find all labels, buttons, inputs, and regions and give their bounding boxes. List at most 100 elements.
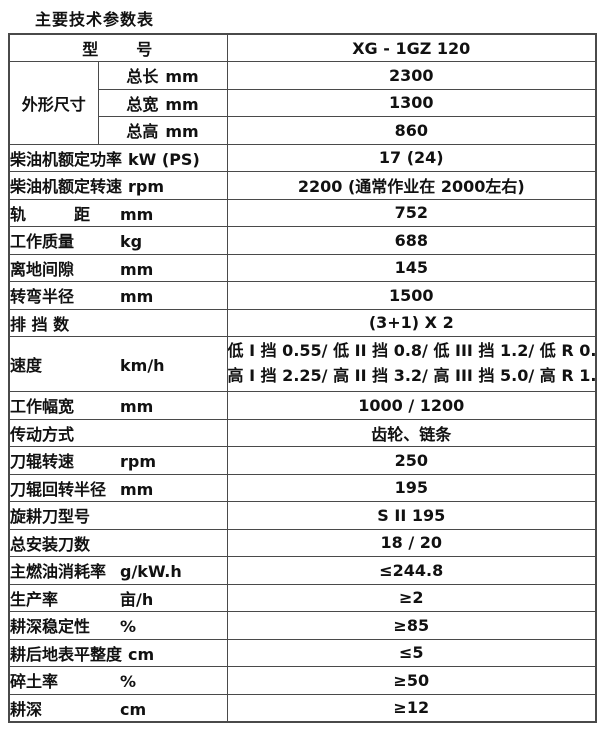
spec-unit: mm [120,204,154,224]
table-row: 耕深稳定性% ≥85 [8,611,597,640]
table-row-model: 型 号 XG - 1GZ 120 [8,33,597,62]
table-row: 离地间隙 mm 145 [8,253,597,282]
table-row: 柴油机额定功率 kW (PS) 17 (24) [8,143,597,172]
spec-label-cell: 柴油机额定功率 kW (PS) [8,143,228,172]
spec-value-cell: 688 [226,226,597,255]
dim-name: 总宽 [126,94,159,114]
spec-name: 传动方式 [10,424,75,444]
spec-value-cell: 齿轮、链条 [226,418,597,447]
dim-name: 总长 [126,67,159,87]
spec-unit: rpm [128,177,165,197]
spec-unit: km/h [120,356,165,375]
table-row: 转弯半径 mm 1500 [8,281,597,310]
spec-label-cell: 耕深稳定性% [8,611,228,640]
spec-unit: rpm [120,452,157,472]
table-row: 总安装刀数 18 / 20 [8,528,597,557]
spec-name: 柴油机额定功率 [10,149,123,169]
spec-label-cell: 生产率 亩/h [8,583,228,612]
table-row: 碎土率% ≥50 [8,666,597,695]
spec-unit: kg [120,232,143,252]
spec-name: 主燃油消耗率 [10,562,107,582]
model-value-cell: XG - 1GZ 120 [226,33,597,62]
table-row: 旋耕刀型号 S II 195 [8,501,597,530]
spec-table: 型 号 XG - 1GZ 120 外形尺寸 总长 mm 2300 总宽 mm 130… [8,33,598,723]
spec-name: 耕深稳定性 [10,617,91,637]
spec-unit: cm [128,644,155,664]
spec-name: 转弯半径 [10,287,75,307]
table-row: 排 挡 数 (3+1) X 2 [8,308,597,337]
dim-label-cell: 总高 mm [97,116,228,145]
spec-value-cell: 752 [226,198,597,227]
spec-value-cell: 1500 [226,281,597,310]
spec-label-cell: 耕后地表平整度 cm [8,638,228,667]
spec-name: 离地间隙 [10,259,75,279]
spec-value-cell: 2200 (通常作业在 2000左右) [226,171,597,200]
table-row: 生产率 亩/h ≥2 [8,583,597,612]
spec-unit: mm [120,287,154,307]
dim-unit: mm [165,94,199,114]
spec-label-cell: 转弯半径 mm [8,281,228,310]
spec-label-cell: 总安装刀数 [8,528,228,557]
table-row: 传动方式 齿轮、链条 [8,418,597,447]
dim-value-cell: 1300 [226,88,597,117]
dim-value-cell: 860 [226,116,597,145]
table-row: 主燃油消耗率 g/kW.h ≤244.8 [8,556,597,585]
spec-name: 总安装刀数 [10,534,91,554]
spec-value-cell: ≥50 [226,666,597,695]
spec-name: 碎土率 [10,672,59,692]
table-row: 刀辊转速 rpm 250 [8,446,597,475]
spec-value-cell: 145 [226,253,597,282]
spec-unit: % [120,672,137,692]
table-row-dim-height: 总高 mm 860 [9,116,597,145]
spec-label-cell: 刀辊转速 rpm [8,446,228,475]
spec-name: 耕深 [10,699,43,719]
spec-name: 轨 距 [10,204,91,224]
speed-label-cell: 速度 km/h [8,336,228,392]
spec-value-cell: 18 / 20 [226,528,597,557]
table-row: 耕后地表平整度 cm ≤5 [8,638,597,667]
table-row-dim-length: 外形尺寸 总长 mm 2300 [8,61,597,145]
spec-name: 刀辊转速 [10,452,75,472]
spec-label-cell: 离地间隙 mm [8,253,228,282]
spec-name: 速度 [10,356,43,375]
speed-value-cell: 低 I 挡 0.55/ 低 II 挡 0.8/ 低 III 挡 1.2/ 低 R… [226,336,597,392]
table-row: 刀辊回转半径 mm 195 [8,473,597,502]
spec-unit: mm [120,397,154,417]
spec-value-cell: ≤5 [226,638,597,667]
spec-label-cell: 耕深 cm [8,693,228,722]
spec-label-cell: 旋耕刀型号 [8,501,228,530]
model-label-cell: 型 号 [8,33,228,62]
spec-label-cell: 碎土率% [8,666,228,695]
dim-label-cell: 总宽 mm [97,88,228,117]
spec-value-cell: 17 (24) [226,143,597,172]
table-row: 工作幅宽 mm 1000 / 1200 [8,391,597,420]
spec-label-cell: 主燃油消耗率 g/kW.h [8,556,228,585]
spec-name: 柴油机额定转速 [10,177,123,197]
spec-name: 排 挡 数 [10,314,70,334]
spec-label-cell: 轨 距 mm [8,198,228,227]
dim-name: 总高 [126,122,159,142]
dim-label-cell: 总长 mm [97,61,228,90]
speed-line-low: 低 I 挡 0.55/ 低 II 挡 0.8/ 低 III 挡 1.2/ 低 R… [227,341,597,361]
spec-name: 工作质量 [10,232,75,252]
table-row-dim-width: 总宽 mm 1300 [9,88,597,117]
spec-label-cell: 传动方式 [8,418,228,447]
spec-value-cell: S II 195 [226,501,597,530]
spec-unit: 亩/h [120,589,154,609]
spec-name: 旋耕刀型号 [10,507,91,527]
spec-name: 工作幅宽 [10,397,75,417]
spec-unit: mm [120,479,154,499]
spec-label-cell: 排 挡 数 [8,308,228,337]
spec-unit: kW (PS) [128,149,200,169]
spec-label-cell: 刀辊回转半径 mm [8,473,228,502]
dimensions-group-cell: 外形尺寸 [8,61,99,145]
speed-line-high: 高 I 挡 2.25/ 高 II 挡 3.2/ 高 III 挡 5.0/ 高 R… [227,366,597,385]
spec-name: 耕后地表平整度 [10,644,123,664]
table-row: 耕深 cm ≥12 [8,693,597,722]
table-row: 柴油机额定转速 rpm 2200 (通常作业在 2000左右) [8,171,597,200]
spec-label-cell: 工作质量 kg [8,226,228,255]
spec-value-cell: ≥85 [226,611,597,640]
table-row-speed: 速度 km/h 低 I 挡 0.55/ 低 II 挡 0.8/ 低 III 挡 1… [8,336,597,392]
spec-name: 刀辊回转半径 [10,479,107,499]
